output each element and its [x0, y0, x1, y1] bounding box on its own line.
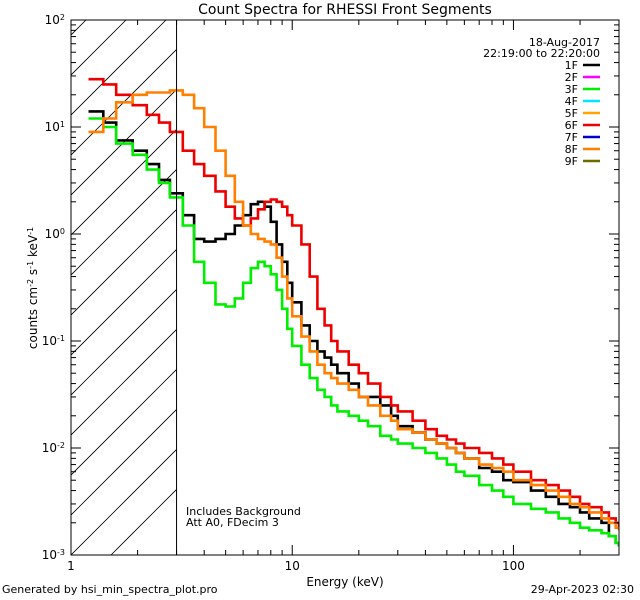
hatch-line [71, 448, 177, 555]
generated-by-note: Generated by hsi_min_spectra_plot.pro [2, 583, 218, 596]
x-tick-label: 100 [502, 559, 525, 573]
hatch-line [71, 208, 177, 316]
legend-label: 8F [565, 143, 578, 156]
time-range-label: 22:19:00 to 22:20:00 [483, 47, 600, 60]
annotation-attenuator: Att A0, FDecim 3 [186, 516, 279, 529]
hatched-region [71, 20, 177, 555]
legend-label: 7F [565, 131, 578, 144]
series-layer [88, 77, 619, 547]
hatch-line [71, 20, 167, 116]
y-tick-label: 10-3 [42, 548, 65, 563]
y-axis-label: counts cm-2 s-1 keV-1 [26, 227, 41, 349]
series-6F [88, 77, 619, 528]
legend-label: 4F [565, 95, 578, 108]
legend-label: 5F [565, 107, 578, 120]
hatch-line [71, 248, 177, 356]
date-label: 18-Aug-2017 [529, 36, 600, 49]
hatch-line [71, 168, 177, 276]
legend-label: 9F [565, 155, 578, 168]
y-tick-label: 102 [45, 13, 65, 28]
hatch-line [71, 20, 127, 76]
axis-ticks: 1 10 100 10-3 10-2 10-1 100 101 102 [42, 13, 620, 573]
x-tick-label: 10 [285, 559, 300, 573]
chart-title: Count Spectra for RHESSI Front Segments [198, 2, 492, 18]
annotation-background: Includes Background [186, 505, 301, 518]
y-tick-label: 10-1 [42, 334, 65, 349]
hatch-line [71, 368, 177, 476]
x-axis-label: Energy (keV) [306, 575, 383, 589]
legend-label: 3F [565, 83, 578, 96]
legend-label: 6F [565, 119, 578, 132]
legend-label: 2F [565, 71, 578, 84]
y-tick-label: 100 [45, 227, 65, 242]
series-1F [88, 110, 619, 547]
series-8F [88, 89, 619, 531]
legend-label: 1F [565, 59, 578, 72]
x-tick-label: 1 [67, 559, 75, 573]
plot-frame [70, 19, 620, 556]
y-tick-label: 101 [45, 120, 65, 135]
hatch-line [71, 48, 177, 156]
hatch-line [71, 408, 177, 516]
y-tick-label: 10-2 [42, 441, 65, 456]
series-3F [88, 117, 619, 547]
generated-timestamp: 29-Apr-2023 02:30 [530, 583, 634, 596]
